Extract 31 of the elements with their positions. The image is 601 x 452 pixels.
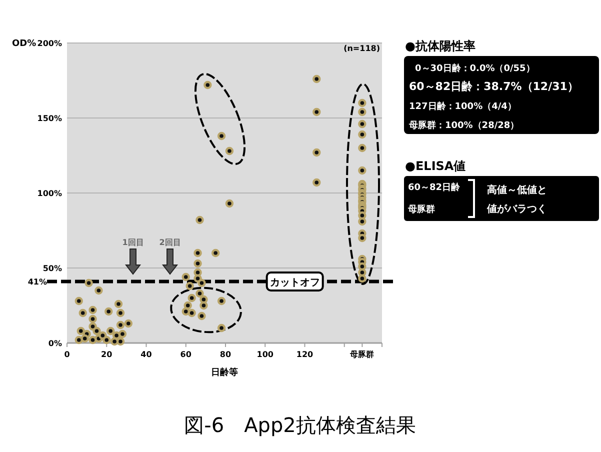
y-tick-label: 150% <box>37 114 62 123</box>
x-tick-label: 40 <box>140 350 152 359</box>
text: 図-6 App2抗体検査結果 <box>184 413 416 437</box>
text: 60～82日齢：38.7%（12/31） <box>409 80 578 93</box>
x-axis-title: 日齢等 <box>211 367 238 378</box>
text: 母豚群：100%（28/28） <box>408 120 520 131</box>
y-axis-title: OD% <box>12 39 36 49</box>
y-tick-label: 200% <box>37 39 62 48</box>
text: 60～82日齢 <box>408 182 462 193</box>
text: ●抗体陽性率 <box>405 39 476 53</box>
text: 母豚群 <box>407 204 435 215</box>
text: 127日齢：100%（4/4） <box>409 101 516 112</box>
y-tick-label: 100% <box>37 189 62 198</box>
text: ●ELISA値 <box>405 159 466 173</box>
annotation: 1回目 <box>122 238 144 247</box>
ref-line-label: 41% <box>28 278 47 286</box>
text: 高値～低値と <box>487 184 547 196</box>
x-tick-label: 母豚群 <box>349 350 374 359</box>
y-tick-label: 0% <box>48 339 62 348</box>
y-tick-label: 50% <box>42 264 62 273</box>
x-tick-label: 20 <box>101 350 113 359</box>
annotation: 2回目 <box>159 238 181 247</box>
x-tick-label: 120 <box>296 350 314 359</box>
x-tick-label: 0 <box>64 350 70 359</box>
annotation: カットオフ <box>270 278 320 288</box>
annotation: (n=118) <box>344 44 380 53</box>
x-tick-label: 60 <box>180 350 192 359</box>
text: 0～30日齢：0.0%（0/55） <box>415 63 535 74</box>
x-tick-label: 80 <box>220 350 232 359</box>
x-tick-label: 100 <box>256 350 274 359</box>
text: 値がバラつく <box>486 203 547 215</box>
